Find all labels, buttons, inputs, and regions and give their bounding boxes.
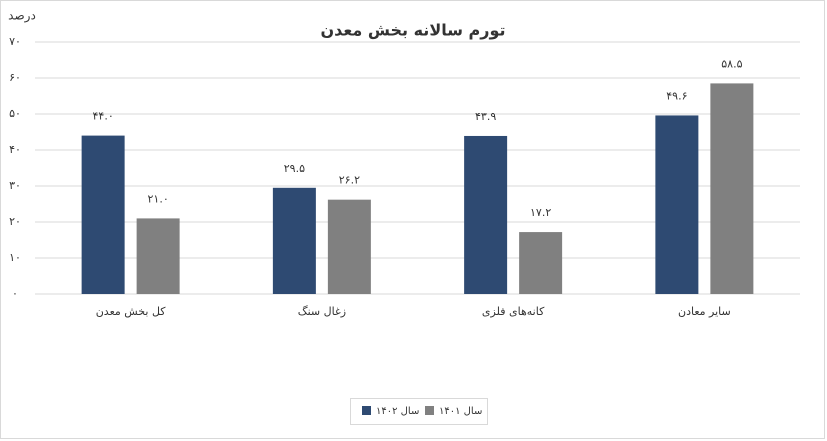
x-tick-label: کل بخش معدن (96, 305, 167, 318)
legend-label: سال ۱۴۰۱ (439, 406, 482, 417)
y-tick-label: ۷۰ (9, 35, 21, 48)
y-tick-label: ۵۰ (9, 107, 21, 120)
legend-swatch (425, 406, 434, 415)
x-tick-label: زغال سنگ (298, 305, 346, 318)
bar (81, 135, 125, 294)
bar (710, 83, 754, 295)
legend-swatch (362, 406, 371, 415)
data-label: ۲۹.۵ (284, 162, 305, 175)
y-tick-label: ۶۰ (9, 71, 21, 84)
data-label: ۱۷.۲ (530, 206, 551, 219)
legend-label: سال ۱۴۰۲ (376, 406, 419, 417)
data-label: ۵۸.۵ (721, 57, 742, 70)
bar (136, 218, 180, 294)
bar (272, 187, 316, 294)
x-tick-label: سایر معادن (678, 305, 731, 318)
chart-title: تورم سالانه بخش معدن (320, 21, 505, 40)
bar (655, 115, 699, 294)
y-tick-label: ۴۰ (9, 143, 21, 156)
y-tick-label: ۱۰ (9, 251, 21, 264)
bar (464, 135, 508, 294)
data-label: ۴۴.۰ (93, 110, 114, 123)
data-label: ۴۹.۶ (666, 89, 687, 102)
y-tick-label: ۰ (12, 287, 18, 300)
data-label: ۲۶.۲ (339, 174, 360, 187)
data-label: ۴۳.۹ (475, 110, 496, 123)
bar (519, 232, 563, 294)
bar (327, 199, 371, 294)
y-tick-label: ۳۰ (9, 179, 21, 192)
data-label: ۲۱.۰ (148, 192, 169, 205)
y-tick-label: ۲۰ (9, 215, 21, 228)
legend-box (350, 398, 488, 425)
y-axis-label: درصد (8, 9, 36, 24)
x-tick-label: کانه‌های فلزی (482, 305, 545, 318)
